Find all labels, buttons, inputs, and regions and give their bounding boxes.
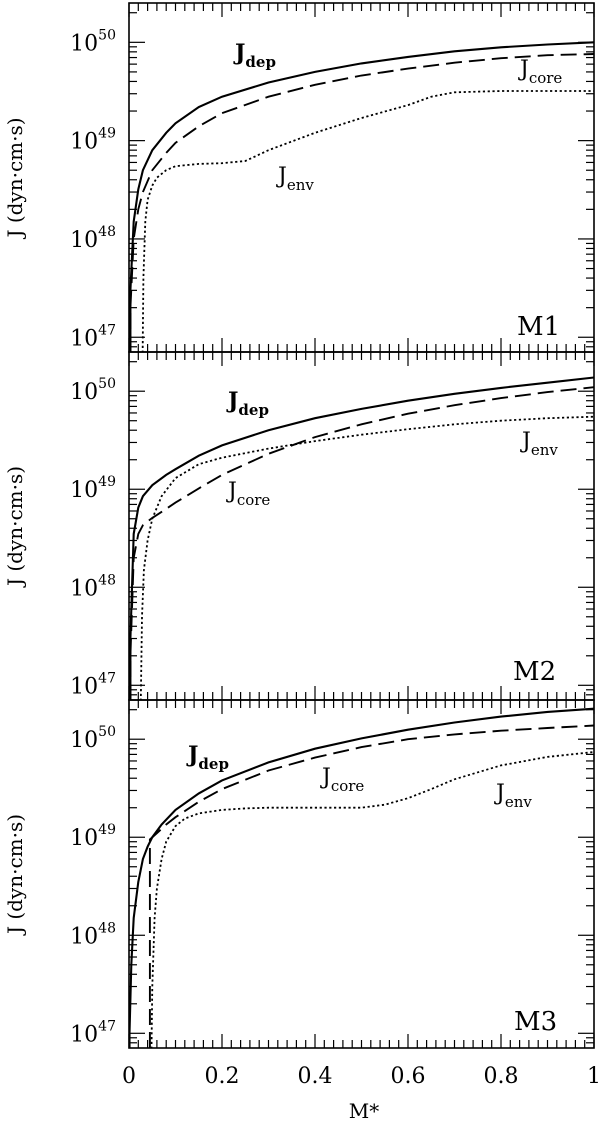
x-tick-label: 0.8 bbox=[484, 1064, 519, 1089]
y-tick-label: 1048 bbox=[70, 572, 116, 601]
y-axis-label: J (dyn·cm·s) bbox=[3, 814, 27, 936]
panel-label: M3 bbox=[514, 1007, 557, 1037]
series-line-env bbox=[141, 90, 594, 352]
y-axis-label: J (dyn·cm·s) bbox=[3, 117, 27, 239]
series-line-core bbox=[129, 386, 594, 700]
series-line-dep bbox=[129, 41, 594, 352]
x-tick-label: 0.4 bbox=[298, 1064, 333, 1089]
y-tick-label: 1049 bbox=[70, 822, 116, 851]
series-label-dep: Jdep bbox=[186, 742, 229, 773]
series-label-env: Jenv bbox=[494, 781, 532, 811]
series-line-dep bbox=[129, 376, 594, 700]
panels: 1047 1048 1049 1050 J (dyn·cm·s) Jdep Jcore Jen… bbox=[3, 2, 600, 1089]
plot-frame bbox=[128, 699, 595, 1049]
series-line-env bbox=[139, 415, 594, 700]
y-tick-label: 1050 bbox=[70, 27, 116, 56]
y-tick-label: 1049 bbox=[70, 126, 116, 155]
y-tick-label: 1048 bbox=[70, 920, 116, 949]
x-tick-label: 0.2 bbox=[205, 1064, 240, 1089]
x-tick-label: 0 bbox=[122, 1064, 136, 1089]
y-tick-label: 1047 bbox=[70, 1018, 116, 1047]
chart-panel-m2: 1047 1048 1049 1050 J (dyn·cm·s) Jdep Jcore Jen… bbox=[3, 351, 595, 701]
series-line-core bbox=[129, 53, 594, 352]
panel-label: M1 bbox=[517, 312, 560, 342]
y-tick-label: 1050 bbox=[70, 376, 116, 405]
y-tick-label: 1047 bbox=[70, 670, 116, 699]
chart-panel-m3: 1047 1048 1049 1050 J (dyn·cm·s) Jdep Jcore Jen… bbox=[3, 699, 595, 1049]
plot-frame bbox=[128, 2, 595, 353]
series-line-env bbox=[150, 751, 594, 1048]
x-tick-label: 1 bbox=[587, 1064, 600, 1089]
y-tick-label: 1048 bbox=[70, 224, 116, 253]
series-label-core: Jcore bbox=[518, 57, 562, 87]
y-axis-label: J (dyn·cm·s) bbox=[3, 466, 27, 588]
series-line-dep bbox=[129, 707, 594, 1048]
plot-frame bbox=[128, 351, 595, 701]
series-label-dep: Jdep bbox=[233, 40, 276, 71]
series-label-env: Jenv bbox=[520, 429, 558, 459]
panel-label: M2 bbox=[513, 657, 556, 687]
y-tick-label: 1050 bbox=[70, 724, 116, 753]
y-tick-label: 1049 bbox=[70, 474, 116, 503]
x-tick-label: 0.6 bbox=[391, 1064, 426, 1089]
series-label-core: Jcore bbox=[320, 765, 364, 795]
series-label-env: Jenv bbox=[276, 164, 314, 194]
series-label-dep: Jdep bbox=[226, 388, 269, 419]
y-tick-label: 1047 bbox=[70, 322, 116, 351]
series-label-core: Jcore bbox=[226, 479, 270, 509]
series-line-core bbox=[148, 724, 594, 1048]
x-axis-label: M* bbox=[349, 1099, 379, 1123]
chart-panel-m1: 1047 1048 1049 1050 J (dyn·cm·s) Jdep Jcore Jen… bbox=[3, 2, 595, 353]
